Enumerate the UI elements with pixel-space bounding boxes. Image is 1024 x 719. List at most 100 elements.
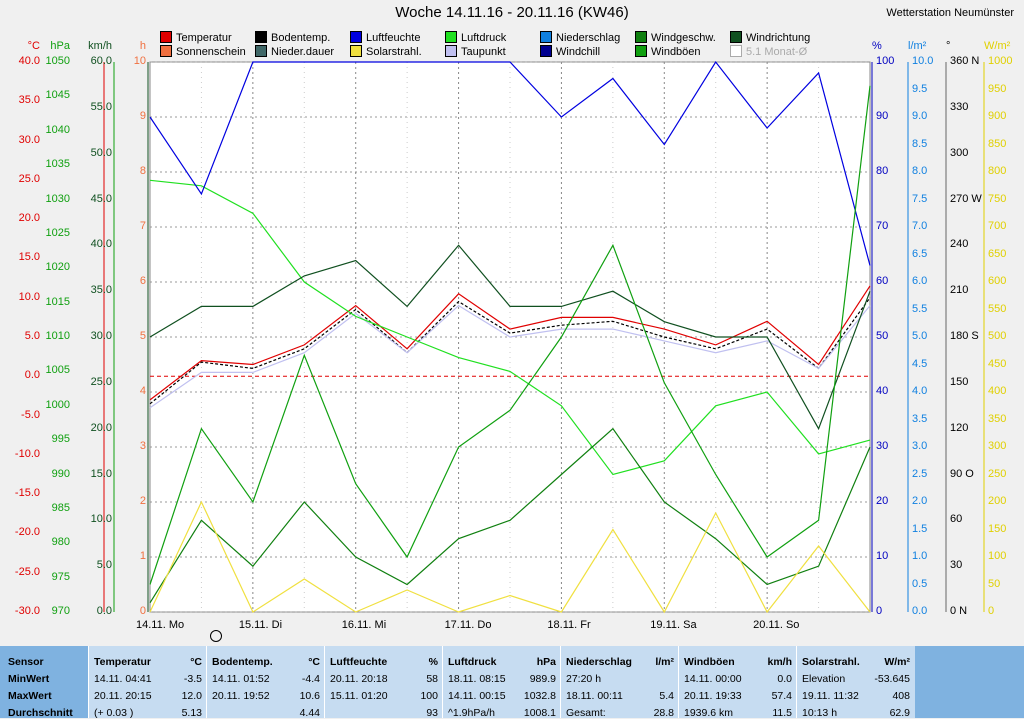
axis-tick-label: 30.0 — [18, 133, 40, 146]
legend-label: Windböen — [651, 46, 701, 58]
axis-tick-label: 970 — [51, 605, 70, 617]
axis-tick-label: 4.0 — [912, 385, 928, 397]
axis-tick-label: 7.5 — [912, 192, 928, 205]
axis-tick-label: -25.0 — [14, 565, 40, 578]
legend-item[interactable]: Sonnenschein — [160, 45, 246, 58]
axis-tick-label: 750 — [988, 192, 1007, 205]
axis-tick-label: 100 — [876, 55, 895, 67]
stats-cell: 18.11. 00:11 — [566, 690, 623, 702]
axis-tick-label: 1050 — [45, 55, 70, 67]
stats-column — [796, 646, 915, 718]
legend-label: Niederschlag — [556, 32, 621, 44]
axis-tick-label: W/m² — [984, 40, 1011, 52]
legend-item[interactable]: Windböen — [635, 45, 701, 58]
axis-tick-label: 150 — [988, 522, 1007, 535]
axis-tick-label: 1040 — [45, 123, 70, 136]
axis-tick-label: 1.5 — [912, 522, 928, 535]
axis-tick-label: 5.0 — [912, 330, 928, 342]
axis-tick-label: 600 — [988, 275, 1007, 287]
series-line-taupunkt — [149, 304, 871, 409]
axis-tick-label: 980 — [51, 536, 70, 549]
legend-item[interactable]: Nieder.dauer — [255, 45, 334, 58]
stats-cell: Temperatur — [94, 656, 151, 668]
legend-item[interactable]: Temperatur — [160, 31, 232, 44]
legend-swatch — [730, 31, 742, 43]
clock-icon[interactable] — [210, 630, 222, 642]
axis-tick-label: 5.5 — [912, 302, 928, 315]
axis-tick-label: 4.5 — [912, 357, 928, 370]
axis-tick-label: 20.11. So — [753, 619, 800, 631]
legend-label: Bodentemp. — [271, 32, 331, 44]
stats-column — [678, 646, 797, 718]
axis-tick-label: 19.11. Sa — [650, 619, 697, 631]
legend-item[interactable]: Luftfeuchte — [350, 31, 420, 44]
legend-swatch — [540, 31, 552, 43]
axis-tick-label: 150 — [950, 375, 969, 388]
legend-item[interactable]: 5.1 Monat-Ø — [730, 45, 807, 58]
axis-tick-label: 975 — [51, 570, 70, 583]
axis-tick-label: 3.5 — [912, 412, 928, 425]
axis-tick-label: l/m² — [908, 40, 927, 52]
axis-tick-label: 450 — [988, 357, 1007, 370]
stats-cell: 58 — [426, 673, 438, 685]
axis-tick-label: 3 — [139, 440, 146, 452]
axis-tick-label: 4 — [139, 385, 146, 397]
axis-tick-label: 25.0 — [90, 375, 112, 388]
stats-cell: Sensor — [8, 656, 44, 668]
axis-tick-label: km/h — [88, 40, 112, 52]
legend-item[interactable]: Taupunkt — [445, 45, 506, 58]
legend-swatch — [540, 45, 552, 57]
legend-label: Windchill — [556, 46, 601, 58]
axis-tick-label: 60.0 — [90, 55, 112, 67]
axis-tick-label: 80 — [876, 165, 889, 177]
axis-tick-label: 16.11. Mi — [341, 619, 387, 631]
axis-tick-label: 360 N — [950, 55, 980, 67]
axis-tick-label: 180 S — [950, 330, 979, 342]
series-line-luftfeuchte — [149, 60, 871, 266]
stats-cell: 10:13 h — [802, 707, 838, 719]
legend-item[interactable]: Niederschlag — [540, 31, 620, 44]
axis-tick-label: 2.0 — [912, 495, 928, 507]
stats-cell: 15.11. 01:20 — [330, 690, 388, 702]
axis-tick-label: 0 N — [950, 605, 968, 617]
legend-item[interactable]: Windrichtung — [730, 31, 810, 44]
axis-tick-label: 985 — [51, 501, 70, 514]
axis-tick-label: 1010 — [45, 330, 70, 342]
legend-swatch — [445, 45, 457, 57]
axis-tick-label: 700 — [988, 220, 1007, 232]
axis-tick-label: 850 — [988, 137, 1007, 150]
series-line-windrichtung — [149, 244, 871, 431]
axis-tick-label: 25.0 — [18, 172, 40, 185]
legend-item[interactable]: Luftdruck — [445, 31, 506, 44]
axis-tick-label: % — [872, 40, 882, 52]
axis-tick-label: 14.11. Mo — [136, 619, 185, 631]
axis-tick-label: 210 — [950, 284, 969, 297]
legend-item[interactable]: Bodentemp. — [255, 31, 330, 44]
legend-label: Sonnenschein — [176, 46, 246, 58]
legend-item[interactable]: Windgeschw. — [635, 31, 716, 44]
legend-swatch — [255, 31, 267, 43]
axis-tick-label: 995 — [51, 433, 70, 446]
stats-cell: 28.8 — [653, 707, 674, 719]
axis-tick-label: 1030 — [45, 192, 70, 205]
axis-tick-label: 1035 — [45, 158, 70, 171]
axis-tick-label: 55.0 — [90, 100, 112, 113]
legend-label: Windrichtung — [746, 32, 811, 44]
axis-tick-label: 90 — [876, 110, 889, 122]
axis-tick-label: 100 — [988, 550, 1007, 562]
axis-tick-label: 90 O — [950, 467, 974, 480]
stats-cell: 1939.6 km — [684, 707, 734, 719]
stats-cell: 20.11. 19:52 — [212, 690, 270, 702]
stats-cell: 14.11. 00:00 — [684, 673, 742, 685]
axis-tick-label: 1 — [139, 550, 146, 562]
stats-cell: 1008.1 — [523, 707, 556, 719]
legend-item[interactable]: Solarstrahl. — [350, 45, 422, 58]
series-line-bodentemp — [149, 297, 871, 405]
series-line-solarstrahl — [149, 500, 871, 614]
axis-tick-label: 6.5 — [912, 247, 928, 260]
stats-cell: Bodentemp. — [212, 656, 273, 668]
stats-cell: °C — [308, 656, 320, 668]
stats-cell: 4.44 — [299, 707, 320, 719]
stats-cell: 27:20 h — [566, 673, 602, 685]
legend-item[interactable]: Windchill — [540, 45, 600, 58]
